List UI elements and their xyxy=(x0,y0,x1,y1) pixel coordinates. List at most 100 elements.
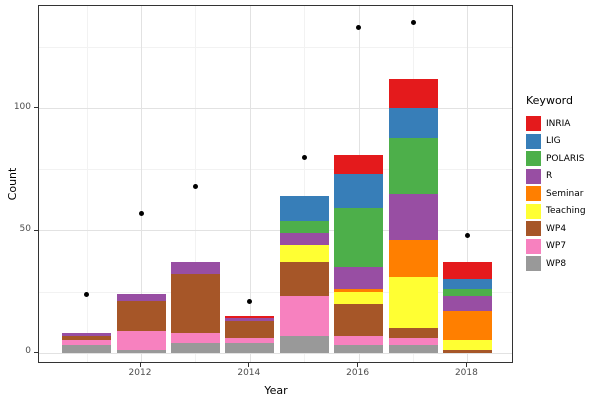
legend-item-seminar: Seminar xyxy=(524,185,600,203)
bar-segment-polaris-2016 xyxy=(334,208,384,268)
legend-item-label: INRIA xyxy=(546,118,571,129)
gridline-major-y xyxy=(39,230,512,232)
bar-segment-r-2018 xyxy=(442,296,492,312)
legend-item-label: POLARIS xyxy=(546,153,585,164)
bar-segment-seminar-2016 xyxy=(334,289,384,292)
x-tick-label: 2016 xyxy=(346,368,370,378)
data-point-2016 xyxy=(356,25,362,31)
data-point-2014 xyxy=(247,298,253,304)
data-point-2011 xyxy=(84,291,90,297)
bar-segment-inria-2014 xyxy=(225,316,275,319)
gridline-minor-y xyxy=(39,169,512,171)
y-tick-label: 50 xyxy=(19,224,31,234)
bar-segment-wp8-2014 xyxy=(225,342,275,353)
legend-swatch-icon xyxy=(526,168,541,184)
bar-segment-r-2016 xyxy=(334,267,384,290)
bar-segment-wp8-2013 xyxy=(170,342,220,353)
legend-item-label: Seminar xyxy=(546,188,584,199)
gridline-major-x xyxy=(249,6,251,362)
legend-swatch-icon xyxy=(526,256,541,272)
legend-swatch-icon xyxy=(526,186,541,202)
bar-segment-polaris-2017 xyxy=(388,137,438,194)
bar-segment-wp8-2011 xyxy=(62,345,112,353)
gridline-minor-y xyxy=(39,291,512,293)
data-point-2012 xyxy=(138,210,144,216)
bar-segment-wp8-2012 xyxy=(116,350,166,353)
bar-segment-wp4-2011 xyxy=(62,335,112,341)
bar-segment-teaching-2017 xyxy=(388,276,438,329)
x-tick-label: 2012 xyxy=(128,368,152,378)
legend-title: Keyword xyxy=(526,94,573,107)
y-axis-title: Count xyxy=(6,167,19,201)
bar-segment-wp7-2011 xyxy=(62,340,112,346)
bar-segment-wp4-2013 xyxy=(170,274,220,334)
y-tick-mark xyxy=(34,229,38,231)
legend-item-wp7: WP7 xyxy=(524,238,600,256)
x-axis-title: Year xyxy=(264,384,288,397)
bar-segment-r-2014 xyxy=(225,318,275,321)
legend-item-label: LIG xyxy=(546,136,561,147)
bar-segment-wp7-2017 xyxy=(388,338,438,346)
bar-segment-r-2011 xyxy=(62,333,112,336)
bar-segment-lig-2015 xyxy=(279,196,329,221)
bar-segment-seminar-2018 xyxy=(442,311,492,341)
bar-segment-r-2015 xyxy=(279,232,329,246)
x-tick-mark xyxy=(465,363,467,367)
bar-segment-wp8-2017 xyxy=(388,345,438,353)
bar-segment-wp7-2016 xyxy=(334,335,384,346)
x-tick-mark xyxy=(139,363,141,367)
bar-segment-wp8-2016 xyxy=(334,345,384,353)
bar-segment-wp4-2014 xyxy=(225,320,275,339)
legend-item-wp4: WP4 xyxy=(524,220,600,238)
legend: Keyword INRIA LIG POLARIS R Seminar Teaching W… xyxy=(524,94,600,273)
bar-segment-polaris-2018 xyxy=(442,289,492,297)
legend-swatch-icon xyxy=(526,116,541,132)
bar-segment-inria-2018 xyxy=(442,262,492,280)
y-tick-label: 0 xyxy=(25,346,31,357)
x-tick-label: 2014 xyxy=(237,368,261,378)
data-point-2017 xyxy=(410,20,416,26)
legend-item-inria: INRIA xyxy=(524,115,600,133)
data-point-2015 xyxy=(301,154,307,160)
bar-segment-wp7-2015 xyxy=(279,296,329,336)
bar-segment-wp4-2015 xyxy=(279,262,329,297)
bar-segment-wp4-2017 xyxy=(388,328,438,339)
bar-segment-wp7-2014 xyxy=(225,338,275,343)
legend-item-lig: LIG xyxy=(524,133,600,151)
bar-segment-wp4-2012 xyxy=(116,301,166,331)
gridline-minor-x xyxy=(86,6,88,362)
legend-item-label: WP8 xyxy=(546,258,567,269)
x-tick-mark xyxy=(248,363,250,367)
x-tick-label: 2018 xyxy=(454,368,478,378)
gridline-minor-y xyxy=(39,47,512,49)
gridline-major-y xyxy=(39,108,512,110)
legend-item-label: R xyxy=(546,171,553,182)
legend-item-polaris: POLARIS xyxy=(524,150,600,168)
bar-segment-wp7-2013 xyxy=(170,333,220,343)
data-point-2013 xyxy=(192,184,198,189)
bar-segment-inria-2016 xyxy=(334,154,384,175)
bar-segment-teaching-2015 xyxy=(279,245,329,263)
legend-item-wp8: WP8 xyxy=(524,255,600,273)
x-tick-mark xyxy=(357,363,359,367)
gridline-minor-x xyxy=(304,6,306,362)
legend-item-r: R xyxy=(524,168,600,186)
gridline-major-x xyxy=(467,6,469,362)
plot-panel xyxy=(38,5,513,363)
bar-segment-r-2012 xyxy=(116,294,166,302)
bar-segment-wp4-2018 xyxy=(442,350,492,353)
legend-item-teaching: Teaching xyxy=(524,203,600,221)
legend-item-label: WP7 xyxy=(546,241,567,252)
legend-swatch-icon xyxy=(526,151,541,167)
bar-segment-lig-2017 xyxy=(388,108,438,138)
legend-swatch-icon xyxy=(526,238,541,254)
data-point-2018 xyxy=(464,232,470,238)
bar-segment-teaching-2018 xyxy=(442,340,492,351)
bar-segment-r-2013 xyxy=(170,262,220,275)
legend-item-label: WP4 xyxy=(546,223,567,234)
bar-segment-seminar-2017 xyxy=(388,240,438,277)
bar-segment-inria-2017 xyxy=(388,78,438,109)
legend-item-label: Teaching xyxy=(546,206,586,217)
bar-segment-teaching-2016 xyxy=(334,291,384,304)
